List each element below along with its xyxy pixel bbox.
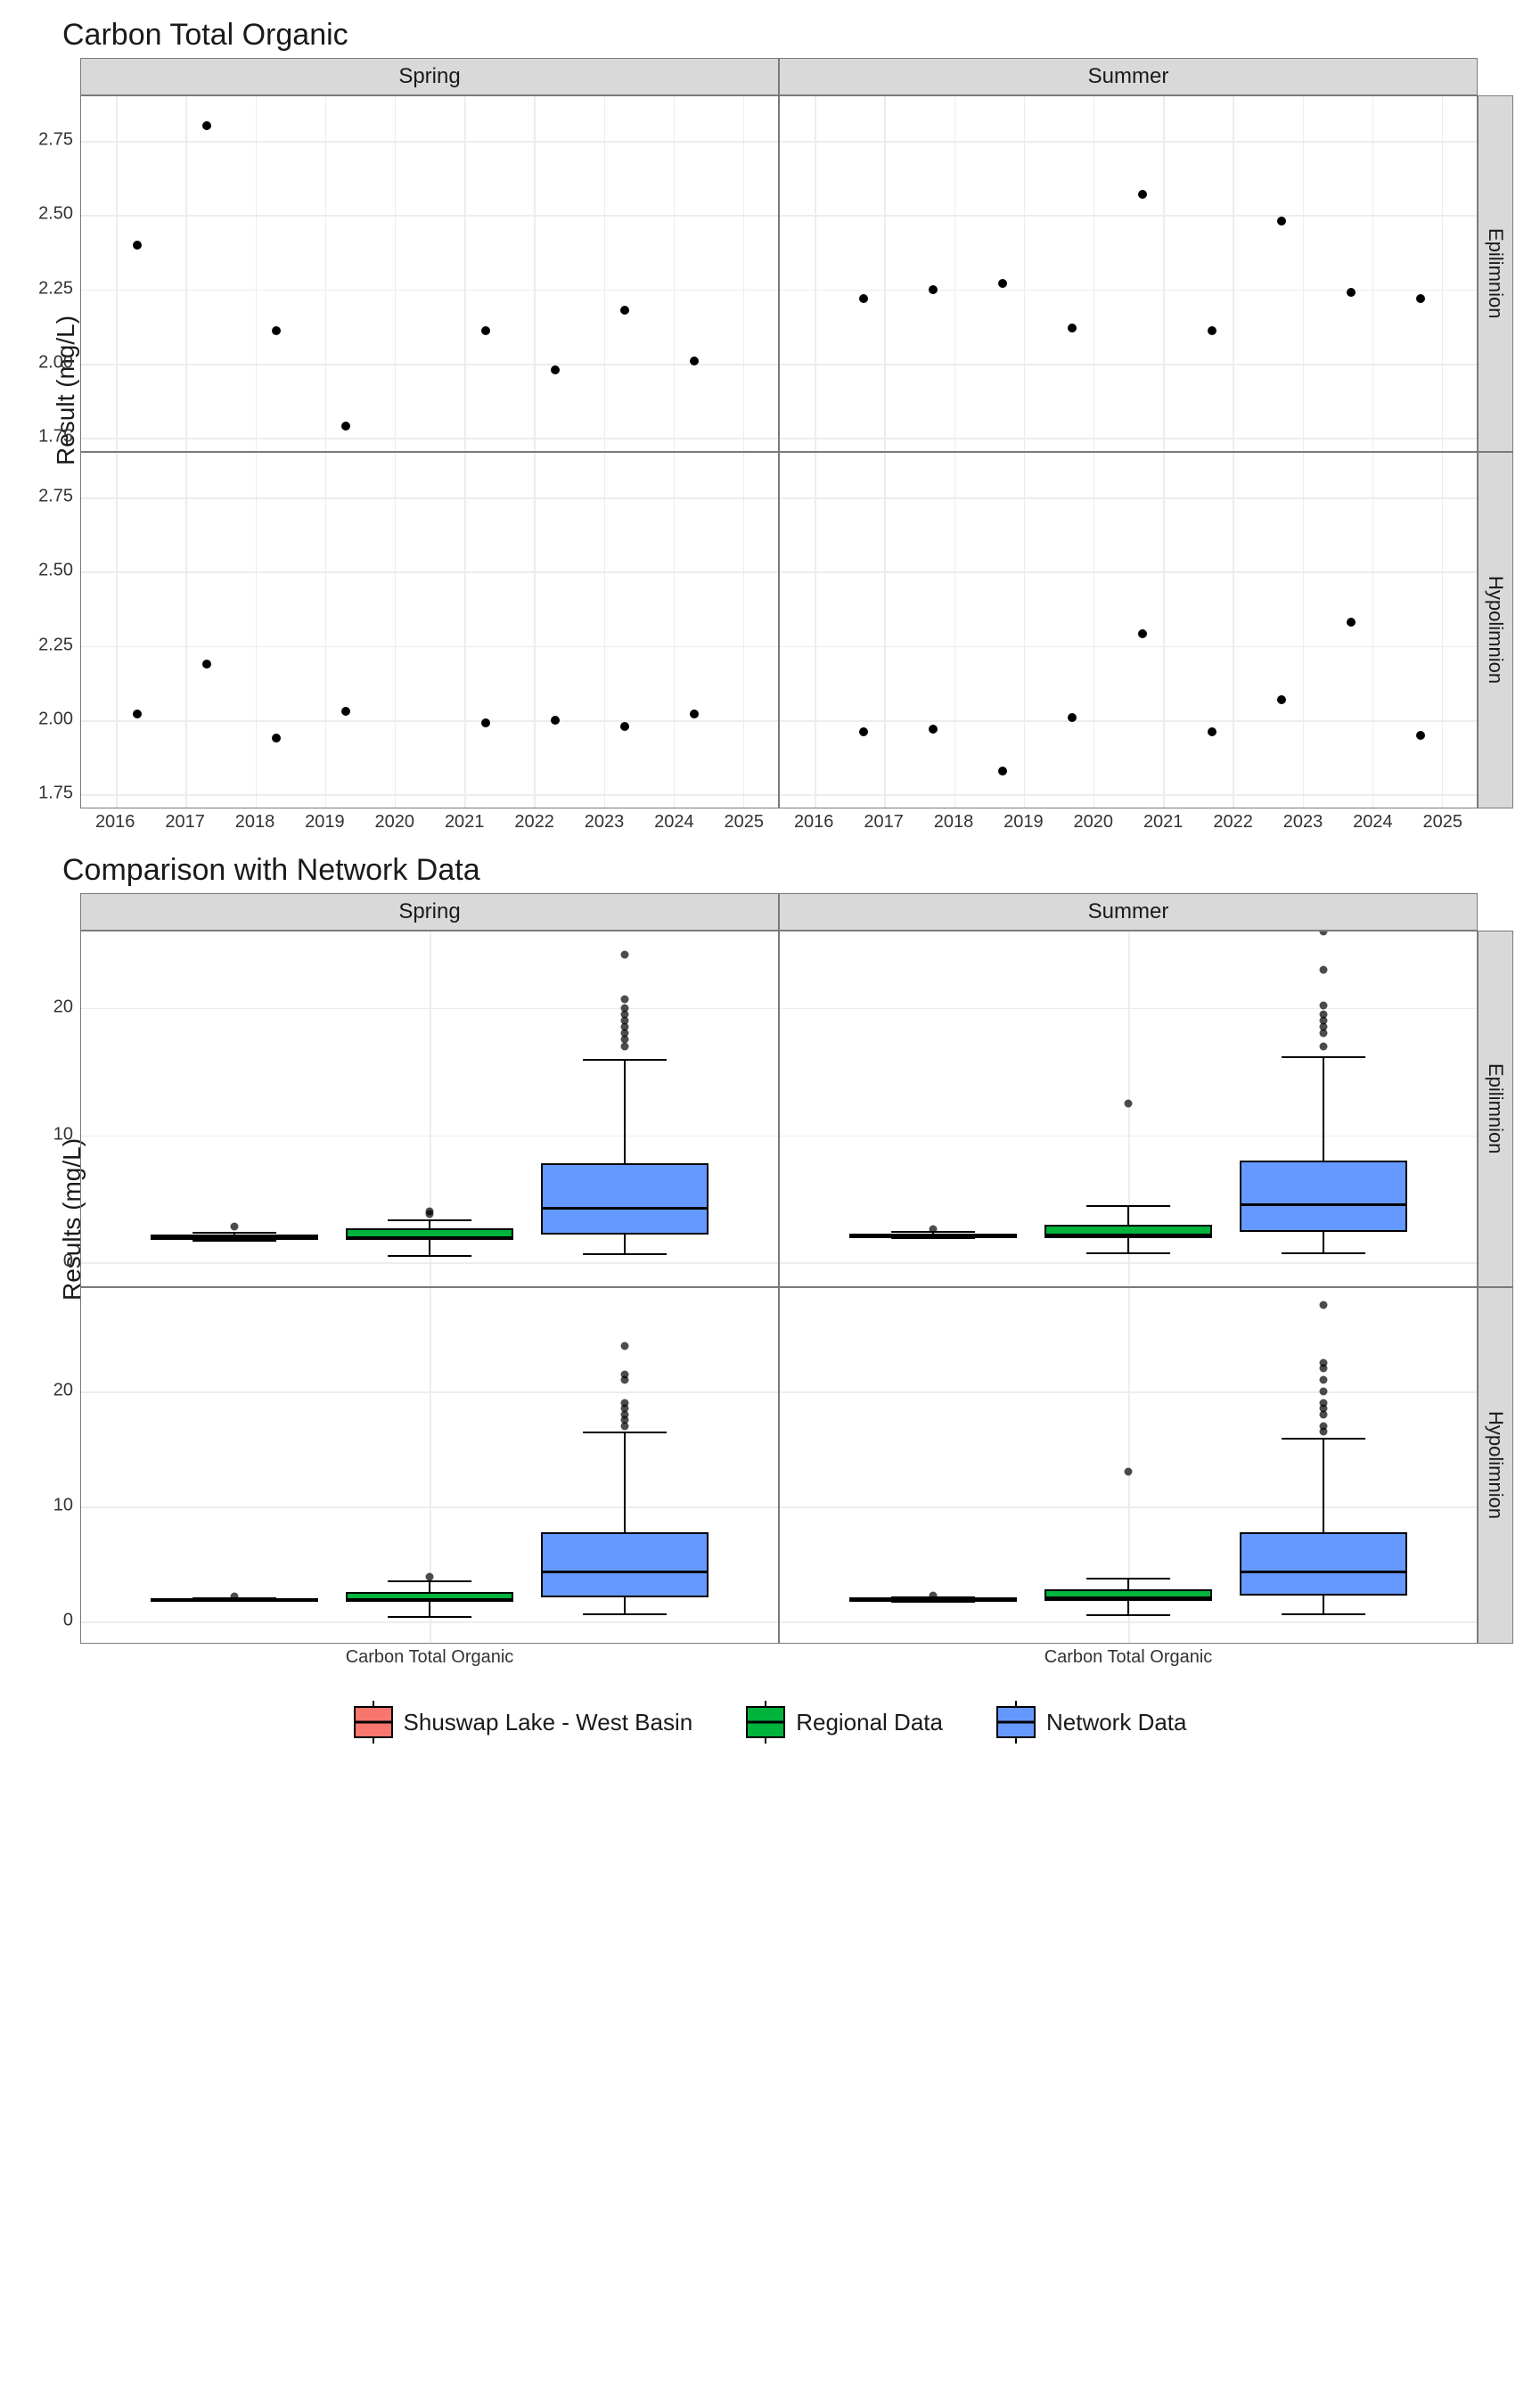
outlier-point [620, 1342, 628, 1350]
outlier-point [620, 1004, 628, 1012]
outlier-point [1319, 1301, 1327, 1309]
outlier-point [1319, 1358, 1327, 1366]
data-point [133, 241, 142, 250]
data-point [1138, 190, 1147, 199]
boxplot-box [1240, 1161, 1407, 1232]
outlier-point [1319, 1376, 1327, 1384]
data-point [272, 734, 281, 743]
boxplot-box [151, 1235, 318, 1238]
strip-col: Summer [779, 58, 1478, 95]
outlier-point [1319, 965, 1327, 973]
data-point [1068, 713, 1077, 722]
box-panel [779, 931, 1478, 1287]
outlier-point [1319, 1399, 1327, 1407]
data-point [551, 716, 560, 725]
data-point [620, 306, 629, 315]
legend-label: Network Data [1046, 1709, 1187, 1736]
strip-col: Spring [80, 58, 779, 95]
data-point [998, 767, 1007, 775]
legend-label: Regional Data [796, 1709, 943, 1736]
boxplot-box [1240, 1532, 1407, 1596]
data-point [202, 660, 211, 669]
outlier-point [930, 1591, 938, 1599]
outlier-point [426, 1208, 434, 1216]
boxplot-box [541, 1163, 709, 1235]
scatter-panel [80, 95, 779, 452]
data-point [481, 718, 490, 727]
outlier-point [1319, 931, 1327, 936]
legend-item: Shuswap Lake - West Basin [354, 1706, 693, 1738]
strip-row: Hypolimnion [1478, 1287, 1513, 1644]
boxplot-box [346, 1228, 513, 1240]
outlier-point [231, 1592, 239, 1600]
strip-row: Epilimnion [1478, 931, 1513, 1287]
data-point [1277, 217, 1286, 226]
data-point [929, 285, 938, 294]
data-point [929, 725, 938, 734]
strip-row: Hypolimnion [1478, 452, 1513, 808]
boxplot-box [849, 1234, 1017, 1237]
boxplot-box [346, 1592, 513, 1603]
data-point [1138, 629, 1147, 638]
data-point [1347, 288, 1356, 297]
outlier-point [1319, 1422, 1327, 1430]
strip-col: Summer [779, 893, 1478, 931]
legend: Shuswap Lake - West Basin Regional Data … [0, 1706, 1540, 1738]
data-point [341, 707, 350, 716]
data-point [1277, 695, 1286, 704]
outlier-point [1125, 1468, 1133, 1476]
data-point [998, 279, 1007, 288]
outlier-point [1319, 1010, 1327, 1018]
data-point [341, 422, 350, 431]
data-point [1347, 618, 1356, 627]
strip-col: Spring [80, 893, 779, 931]
legend-item: Regional Data [746, 1706, 943, 1738]
outlier-point [930, 1226, 938, 1234]
outlier-point [620, 1370, 628, 1378]
data-point [859, 294, 868, 303]
box-panel [80, 931, 779, 1287]
data-point [1068, 324, 1077, 332]
outlier-point [1125, 1099, 1133, 1107]
outlier-point [620, 950, 628, 958]
data-point [1416, 294, 1425, 303]
legend-item: Network Data [996, 1706, 1187, 1738]
boxplot-box [541, 1532, 709, 1598]
scatter-panel [779, 452, 1478, 808]
outlier-point [231, 1223, 239, 1231]
data-point [1416, 731, 1425, 740]
data-point [859, 727, 868, 736]
outlier-point [1319, 1042, 1327, 1050]
legend-label: Shuswap Lake - West Basin [404, 1709, 693, 1736]
data-point [1208, 326, 1216, 335]
data-point [272, 326, 281, 335]
scatter-panel [779, 95, 1478, 452]
scatter-panel [80, 452, 779, 808]
data-point [481, 326, 490, 335]
data-point [690, 710, 699, 718]
outlier-point [620, 1399, 628, 1407]
boxplot-box [1044, 1589, 1212, 1601]
data-point [1208, 727, 1216, 736]
boxplot-box [1044, 1225, 1212, 1239]
data-point [690, 357, 699, 365]
data-point [133, 710, 142, 718]
outlier-point [426, 1572, 434, 1580]
data-point [620, 722, 629, 731]
box-panel [779, 1287, 1478, 1644]
outlier-point [1319, 1001, 1327, 1009]
box-chart: Results (mg/L) SpringSummer01020Epilimni… [0, 893, 1540, 1679]
data-point [202, 121, 211, 130]
outlier-point [1319, 1388, 1327, 1396]
box-panel [80, 1287, 779, 1644]
scatter-title: Carbon Total Organic [62, 18, 1540, 53]
data-point [551, 365, 560, 374]
outlier-point [620, 995, 628, 1003]
strip-row: Epilimnion [1478, 95, 1513, 452]
scatter-chart: Result (mg/L) SpringSummer1.752.002.252.… [0, 58, 1540, 844]
box-title: Comparison with Network Data [62, 853, 1540, 888]
